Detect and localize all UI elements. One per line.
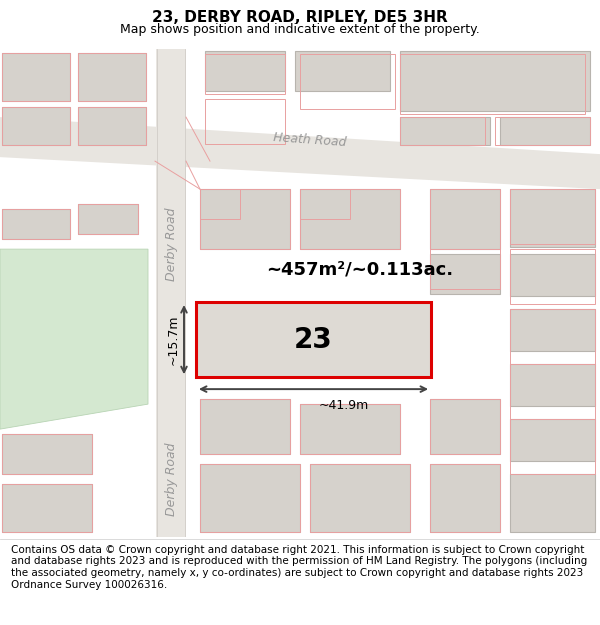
Text: Heath Road: Heath Road	[273, 131, 347, 149]
Bar	[430, 399, 500, 454]
Polygon shape	[0, 117, 600, 189]
Bar	[300, 189, 400, 249]
Bar	[510, 189, 595, 247]
Bar	[430, 249, 500, 289]
Bar	[510, 189, 595, 244]
Text: ~15.7m: ~15.7m	[167, 314, 180, 365]
Text: 23, DERBY ROAD, RIPLEY, DE5 3HR: 23, DERBY ROAD, RIPLEY, DE5 3HR	[152, 11, 448, 26]
Bar	[2, 107, 70, 145]
Bar	[2, 53, 70, 101]
Bar	[430, 189, 500, 249]
Bar	[430, 464, 500, 532]
Bar	[300, 189, 400, 249]
Bar	[2, 107, 70, 145]
Bar	[78, 53, 146, 101]
Bar	[430, 254, 500, 294]
Bar	[310, 464, 410, 532]
Bar	[78, 204, 138, 234]
Bar	[300, 404, 400, 454]
Bar	[510, 419, 595, 461]
Bar	[2, 209, 70, 239]
Bar	[200, 399, 290, 454]
Bar	[200, 464, 300, 532]
Bar	[400, 117, 490, 145]
Bar	[430, 464, 500, 532]
Bar	[2, 434, 92, 474]
Bar	[78, 204, 138, 234]
Text: Derby Road: Derby Road	[164, 442, 178, 516]
Polygon shape	[0, 249, 148, 429]
Bar	[200, 189, 290, 249]
Bar	[200, 189, 240, 219]
Bar	[2, 434, 92, 474]
Bar	[510, 474, 595, 532]
Text: ~41.9m: ~41.9m	[319, 399, 368, 412]
Bar	[300, 404, 400, 454]
Bar	[510, 364, 595, 419]
Bar	[300, 189, 350, 219]
Bar	[400, 51, 590, 111]
Text: 23: 23	[294, 326, 333, 354]
Bar	[2, 484, 92, 532]
Bar	[2, 53, 70, 101]
Bar	[2, 209, 70, 239]
Bar	[205, 51, 285, 91]
Bar	[510, 419, 595, 474]
Bar	[295, 51, 390, 91]
Text: Map shows position and indicative extent of the property.: Map shows position and indicative extent…	[120, 22, 480, 36]
Bar	[196, 302, 431, 377]
Bar	[430, 189, 500, 249]
Polygon shape	[156, 49, 186, 537]
Bar	[78, 107, 146, 145]
Bar	[495, 117, 590, 145]
Bar	[200, 189, 290, 249]
Bar	[78, 107, 146, 145]
Bar	[400, 54, 585, 114]
Text: Derby Road: Derby Road	[164, 208, 178, 281]
Bar	[510, 249, 595, 304]
Bar	[200, 399, 290, 454]
Bar	[2, 484, 92, 532]
Bar	[310, 464, 410, 532]
Bar	[200, 464, 300, 532]
Text: Contains OS data © Crown copyright and database right 2021. This information is : Contains OS data © Crown copyright and d…	[11, 545, 587, 589]
Bar	[510, 364, 595, 406]
Text: ~457m²/~0.113ac.: ~457m²/~0.113ac.	[266, 260, 454, 278]
Bar	[430, 399, 500, 454]
Bar	[510, 309, 595, 351]
Bar	[500, 117, 590, 145]
Bar	[400, 117, 485, 145]
Bar	[78, 53, 146, 101]
Bar	[510, 309, 595, 364]
Bar	[510, 254, 595, 296]
